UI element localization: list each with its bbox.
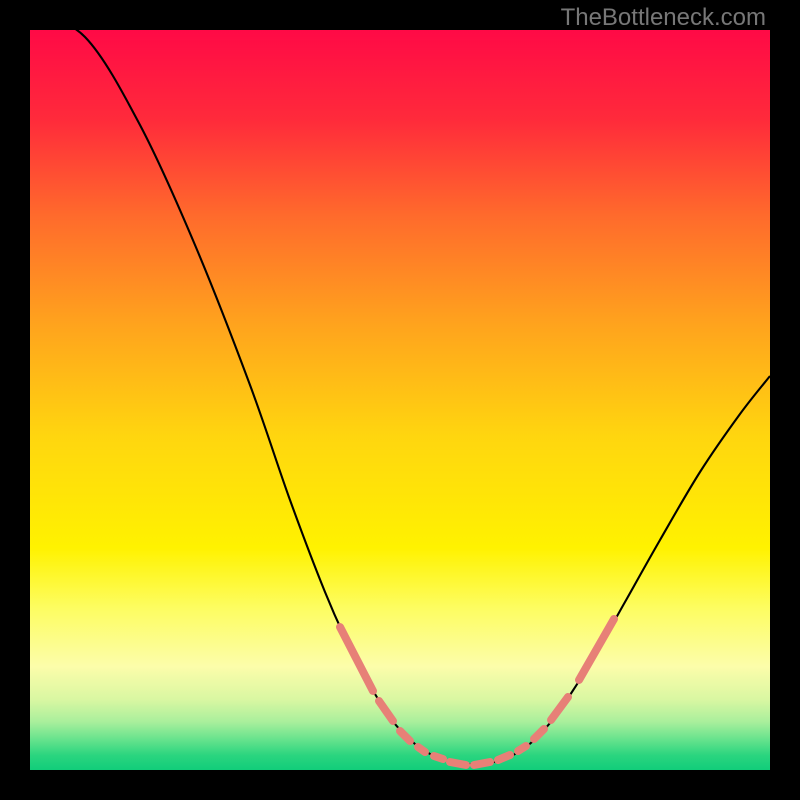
highlight-dash bbox=[340, 627, 373, 691]
highlight-dash bbox=[579, 619, 614, 680]
bottleneck-curve bbox=[30, 30, 770, 764]
highlight-dash bbox=[498, 755, 510, 760]
chart-frame: TheBottleneck.com bbox=[0, 0, 800, 800]
border-bottom bbox=[0, 770, 800, 800]
highlight-dash bbox=[551, 697, 568, 720]
watermark-text: TheBottleneck.com bbox=[561, 4, 766, 32]
highlight-dash bbox=[418, 747, 425, 752]
highlight-dash bbox=[534, 729, 544, 739]
highlight-dash bbox=[434, 756, 443, 759]
border-right bbox=[770, 0, 800, 800]
highlight-dash bbox=[474, 762, 490, 765]
highlight-dash bbox=[518, 746, 526, 751]
plot-area bbox=[30, 30, 770, 770]
highlight-dash bbox=[450, 762, 466, 765]
highlight-dash bbox=[379, 701, 393, 721]
highlight-dash bbox=[400, 731, 410, 741]
border-left bbox=[0, 0, 30, 800]
curve-layer bbox=[30, 30, 770, 770]
